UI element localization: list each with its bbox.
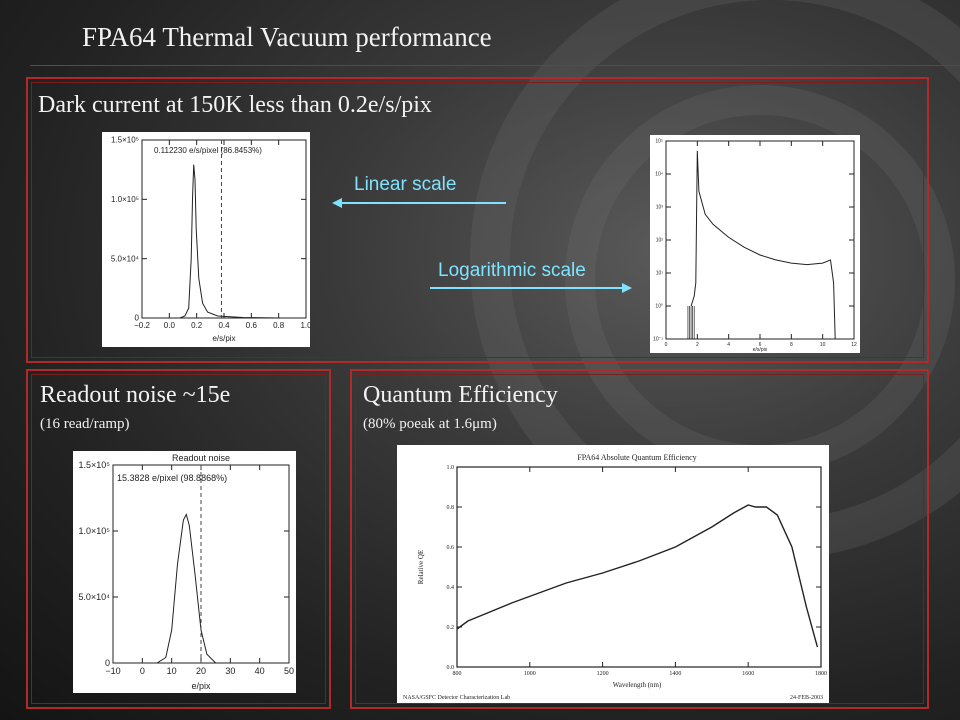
y-tick-label: 1.5×10⁵ (78, 460, 110, 470)
y-tick-label: 0.2 (447, 625, 455, 631)
x-tick-label: 0.6 (246, 321, 258, 330)
log-histogram-plot: 10⁻¹ 10⁰ 10¹ 10² 10³ 10⁴ 10⁵ 0 2 4 6 8 10 12 e/s/pix (650, 135, 860, 353)
x-tick-label: 6 (759, 342, 762, 348)
x-tick-label: 0.0 (164, 321, 176, 330)
y-axis-label: Relative QE (417, 550, 425, 584)
x-tick-label: −0.2 (134, 321, 150, 330)
y-tick-label: 1.5×10⁵ (111, 136, 139, 145)
y-tick-label: 10⁰ (655, 304, 663, 310)
x-tick-label: 4 (727, 342, 730, 348)
y-tick-label: 0 (135, 314, 140, 323)
data-series-line (690, 150, 836, 340)
plot-annotation: 0.112230 e/s/pixel (86.8453%) (154, 146, 262, 155)
x-tick-label: 800 (453, 671, 462, 677)
quantum-efficiency-plot: 0.0 0.2 0.4 0.6 0.8 1.0 800 1000 1200 1400 1600 180… (397, 445, 829, 703)
plot-title: Readout noise (172, 453, 230, 463)
linear-scale-label: Linear scale (354, 174, 457, 195)
plot-frame (456, 466, 822, 668)
x-tick-label: 10 (820, 342, 826, 348)
log-histogram-svg: 10⁻¹ 10⁰ 10¹ 10² 10³ 10⁴ 10⁵ 0 2 4 6 8 10 12 e/s/pix (653, 139, 857, 353)
x-axis-label: e/pix (191, 681, 211, 691)
left-arrow-icon (332, 198, 506, 208)
x-tick-label: 12 (851, 342, 857, 348)
slide-title: FPA64 Thermal Vacuum performance (82, 22, 492, 52)
y-tick-label: 0.4 (447, 585, 455, 591)
linear-histogram-svg: 0 5.0×10⁴ 1.0×10⁵ 1.5×10⁵ −0.2 0.0 0.2 0.4 0.6 0.… (111, 136, 310, 343)
y-tick-label: 10³ (656, 205, 664, 211)
x-tick-label: 1600 (742, 671, 754, 677)
y-tick-label: 1.0×10⁵ (111, 195, 139, 204)
x-tick-label: 0.8 (273, 321, 285, 330)
x-tick-label: 1200 (597, 671, 609, 677)
quantum-efficiency-panel (350, 369, 929, 709)
data-series-line (113, 513, 289, 664)
plot-date: 24-FEB-2003 (790, 695, 823, 701)
dark-current-panel (26, 77, 929, 363)
x-axis-label: Wavelength (nm) (613, 681, 662, 689)
x-tick-label: 1.0 (300, 321, 310, 330)
y-tick-label: 10⁵ (655, 139, 663, 145)
y-tick-label: 0.6 (447, 545, 455, 551)
x-tick-label: 0 (665, 342, 668, 348)
x-tick-label: 1400 (669, 671, 681, 677)
x-tick-label: 30 (225, 666, 235, 676)
plot-credit: NASA/GSFC Detector Characterization Lab (403, 695, 510, 701)
linear-histogram-plot: 0 5.0×10⁴ 1.0×10⁵ 1.5×10⁵ −0.2 0.0 0.2 0.4 0.6 0.… (102, 132, 310, 347)
x-axis-label: e/s/pix (753, 347, 768, 353)
readout-noise-subtitle: (16 read/ramp) (40, 416, 130, 432)
x-tick-label: 2 (696, 342, 699, 348)
x-tick-label: 10 (167, 666, 177, 676)
x-tick-label: 0.2 (191, 321, 203, 330)
x-tick-label: 1800 (815, 671, 827, 677)
y-tick-label: 5.0×10⁴ (111, 254, 140, 263)
right-arrow-icon (430, 283, 632, 293)
y-tick-label: 5.0×10⁴ (78, 592, 110, 602)
y-tick-label: 0 (105, 658, 110, 668)
y-tick-label: 10⁴ (655, 172, 663, 178)
y-tick-label: 1.0 (447, 465, 455, 471)
x-tick-label: 0.4 (218, 321, 230, 330)
data-series-line (142, 164, 306, 319)
data-series-line (456, 504, 819, 648)
quantum-efficiency-svg: 0.0 0.2 0.4 0.6 0.8 1.0 800 1000 1200 1400 1600 180… (403, 453, 827, 701)
x-tick-label: 0 (140, 666, 145, 676)
y-tick-label: 10⁻¹ (653, 337, 663, 343)
x-axis-label: e/s/pix (212, 334, 235, 343)
y-tick-label: 1.0×10⁵ (78, 526, 110, 536)
plot-title: FPA64 Absolute Quantum Efficiency (577, 453, 696, 462)
quantum-efficiency-heading: Quantum Efficiency (363, 382, 558, 408)
readout-noise-heading: Readout noise ~15e (40, 382, 231, 408)
y-tick-label: 0.0 (447, 665, 455, 671)
x-tick-label: 50 (284, 666, 294, 676)
y-tick-label: 10¹ (656, 271, 664, 277)
quantum-efficiency-subtitle: (80% poeak at 1.6μm) (363, 416, 497, 432)
readout-noise-panel (26, 369, 331, 709)
x-tick-label: 1000 (524, 671, 536, 677)
y-tick-label: 0.8 (447, 505, 455, 511)
plot-annotation: 15.3828 e/pixel (98.8868%) (117, 473, 227, 483)
title-divider (30, 65, 960, 66)
logarithmic-scale-label: Logarithmic scale (438, 260, 586, 281)
x-tick-label: −10 (105, 666, 120, 676)
x-tick-label: 8 (790, 342, 793, 348)
plot-frame (141, 139, 307, 319)
y-tick-label: 10² (656, 238, 664, 244)
x-tick-label: 40 (255, 666, 265, 676)
x-tick-label: 20 (196, 666, 206, 676)
dark-current-heading: Dark current at 150K less than 0.2e/s/pi… (38, 92, 432, 118)
readout-noise-plot: 0 5.0×10⁴ 1.0×10⁵ 1.5×10⁵ −10 0 10 20 30 40 50 Read… (73, 451, 296, 693)
